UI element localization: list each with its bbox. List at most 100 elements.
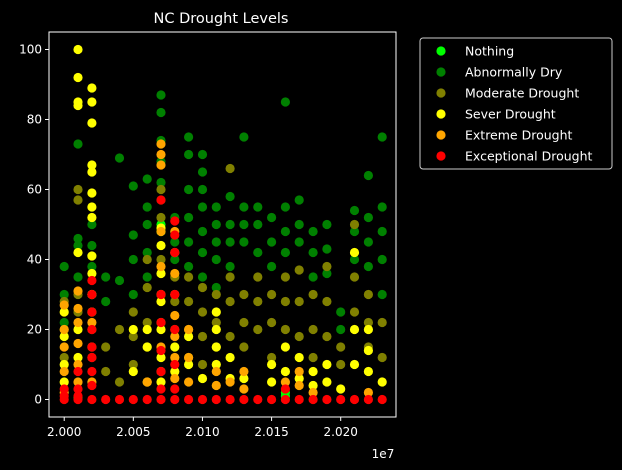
data-point	[128, 289, 138, 300]
data-point	[156, 268, 166, 279]
data-point	[142, 174, 152, 184]
data-point	[156, 212, 166, 223]
data-point	[377, 394, 387, 405]
axes-layer: 2.000 2.005 2.010 2.015 2.020 0 20 40 60 80 100	[19, 43, 358, 440]
data-point	[156, 107, 166, 118]
data-point	[349, 205, 360, 216]
data-point	[184, 331, 194, 342]
data-point	[280, 384, 290, 394]
data-point	[59, 331, 69, 342]
data-point	[128, 366, 138, 377]
data-point	[156, 184, 166, 195]
data-point	[73, 184, 83, 195]
data-point	[184, 394, 194, 405]
data-point	[156, 177, 166, 188]
y-tick-label: 60	[27, 183, 42, 197]
data-point	[142, 254, 152, 265]
data-point	[184, 352, 194, 363]
data-point	[114, 153, 125, 163]
data-point	[363, 345, 373, 356]
data-point	[225, 163, 235, 174]
legend-marker	[436, 151, 446, 161]
data-point	[156, 317, 166, 328]
data-point	[294, 380, 304, 391]
data-point	[73, 366, 83, 377]
data-point	[294, 219, 304, 230]
data-point	[184, 324, 194, 335]
legend: Nothing Abnormally Dry Moderate Drought Sev…	[419, 37, 613, 170]
data-point	[73, 72, 83, 83]
data-point	[294, 366, 304, 377]
data-point	[142, 219, 152, 230]
data-point	[142, 247, 152, 258]
data-point	[308, 324, 318, 335]
data-point	[184, 272, 194, 282]
data-point	[197, 226, 208, 237]
data-point	[87, 240, 97, 251]
data-point	[363, 261, 373, 272]
data-point	[349, 272, 360, 282]
data-point	[87, 219, 97, 230]
data-point	[253, 296, 263, 307]
data-point	[349, 394, 360, 405]
legend-marker	[436, 67, 446, 77]
data-point	[87, 380, 97, 391]
data-point	[184, 184, 194, 195]
chart-title: NC Drought Levels	[154, 11, 289, 27]
data-point	[267, 359, 277, 370]
data-point	[211, 324, 221, 335]
data-point	[322, 394, 332, 405]
data-point	[184, 212, 194, 223]
data-point	[280, 377, 290, 387]
data-point	[170, 394, 180, 405]
data-point	[294, 352, 304, 363]
data-point	[363, 317, 373, 328]
data-point	[87, 261, 97, 272]
data-point	[59, 394, 69, 405]
data-point	[170, 268, 180, 279]
data-point	[239, 366, 249, 377]
data-point	[280, 97, 290, 107]
data-point	[349, 219, 360, 230]
data-point	[156, 366, 166, 377]
data-point	[59, 366, 69, 377]
data-point	[280, 296, 290, 307]
y-tick-label: 20	[27, 323, 42, 337]
data-point	[59, 300, 69, 310]
data-point	[128, 181, 138, 191]
data-point	[253, 219, 263, 230]
data-point	[73, 247, 83, 258]
data-point	[377, 377, 387, 387]
data-point	[59, 352, 69, 363]
data-point	[239, 132, 249, 142]
data-point	[101, 272, 111, 282]
data-point	[156, 139, 166, 149]
data-point	[280, 202, 290, 212]
data-point	[211, 380, 221, 391]
data-point	[73, 303, 83, 314]
series-5	[59, 195, 387, 405]
data-point	[239, 384, 249, 394]
data-point	[322, 219, 332, 230]
data-point	[197, 359, 208, 370]
x-offset-label: 1e7	[372, 447, 395, 461]
data-point	[114, 324, 125, 335]
data-point	[211, 202, 221, 212]
series-1	[59, 90, 387, 335]
data-point	[59, 324, 69, 335]
data-point	[211, 317, 221, 328]
data-point	[336, 307, 346, 317]
data-point	[73, 317, 83, 328]
data-point	[170, 247, 180, 258]
data-point	[59, 317, 69, 328]
data-point	[197, 184, 208, 195]
data-point	[280, 247, 290, 258]
data-point	[197, 167, 208, 177]
data-point	[170, 324, 180, 335]
data-point	[87, 202, 97, 212]
data-point	[73, 359, 83, 370]
data-point	[87, 188, 97, 198]
data-point	[322, 296, 332, 307]
data-point	[73, 286, 83, 296]
